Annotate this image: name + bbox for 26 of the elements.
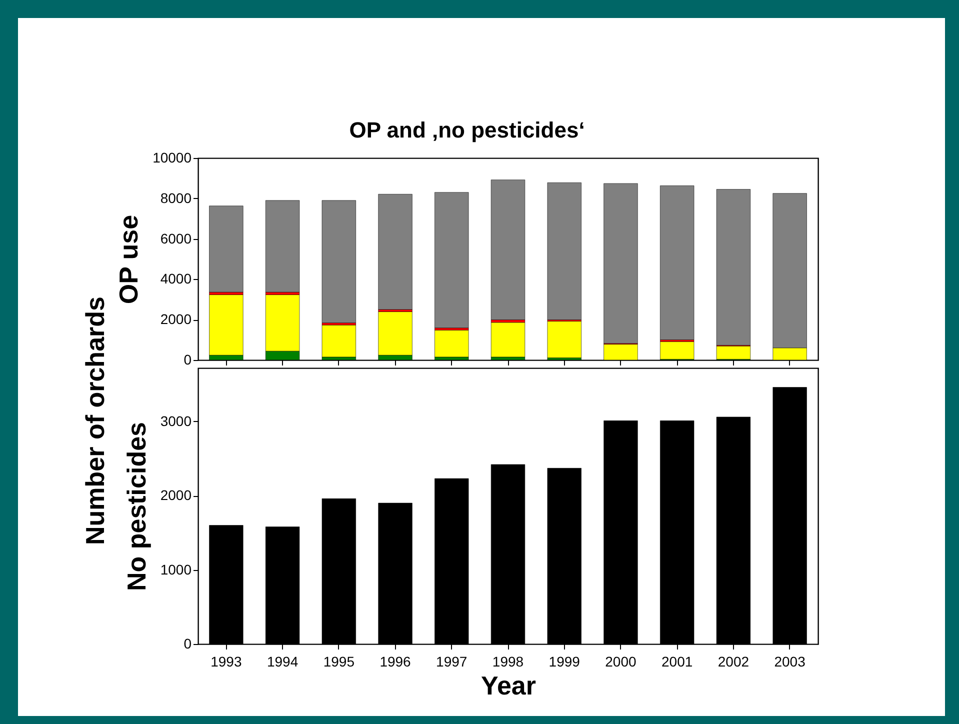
x-tick-label: 1996 xyxy=(380,654,412,670)
y-axis-title: OP use xyxy=(114,214,144,304)
y-tick-label: 2000 xyxy=(160,487,192,504)
x-tick-label: 1995 xyxy=(323,654,355,670)
text: Number of orchards xyxy=(80,296,111,545)
x-tick-label: 2003 xyxy=(774,654,806,670)
x-tick-label: 2000 xyxy=(605,654,637,670)
x-tick-label: 1994 xyxy=(266,654,298,670)
x-tick-label: 2001 xyxy=(662,654,693,670)
chart-title: OP and ‚no pesticides‘ xyxy=(349,117,585,142)
y-axis-title: No pesticides xyxy=(121,422,152,592)
x-tick-label: 1999 xyxy=(548,654,580,670)
y-tick-label: 6000 xyxy=(160,230,192,246)
y-tick-label: 1000 xyxy=(160,561,192,578)
x-tick-label: 1998 xyxy=(492,654,524,670)
x-tick-label: 2002 xyxy=(718,654,750,670)
y-tick-label: 8000 xyxy=(160,190,192,206)
x-axis-title: Year xyxy=(481,670,536,700)
x-tick-label: 1993 xyxy=(210,654,242,670)
x-tick-label: 1997 xyxy=(436,654,468,670)
y-tick-label: 4000 xyxy=(160,270,192,287)
y-tick-label: 2000 xyxy=(160,311,192,328)
y-tick-label: 3000 xyxy=(160,412,192,429)
y-tick-label: 0 xyxy=(184,636,192,652)
y-tick-label: 0 xyxy=(184,352,192,368)
y-tick-label: 10000 xyxy=(152,150,192,166)
